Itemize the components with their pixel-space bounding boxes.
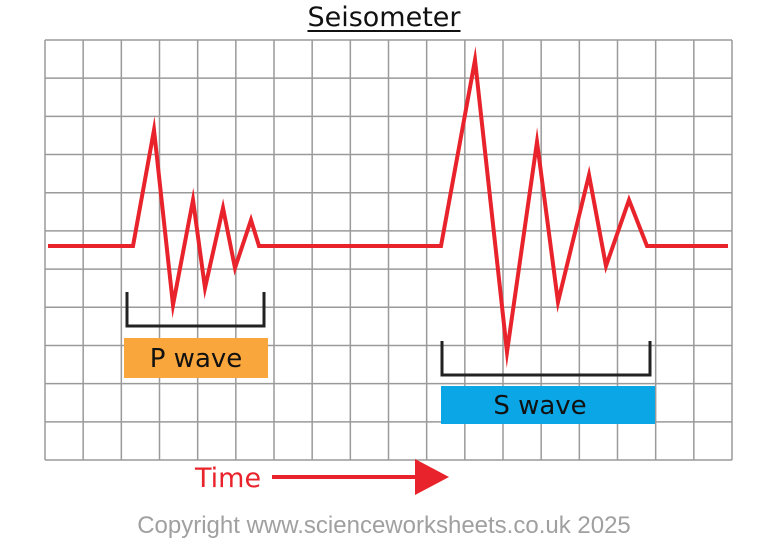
diagram-title: Seisometer bbox=[307, 2, 461, 33]
p-wave-bracket bbox=[125, 292, 266, 328]
s-wave-label: S wave bbox=[493, 391, 586, 421]
copyright-notice: Copyright www.scienceworksheets.co.uk 20… bbox=[137, 512, 631, 539]
time-label: Time bbox=[194, 463, 261, 494]
seismic-trace bbox=[48, 46, 728, 368]
time-arrow-head-icon bbox=[415, 459, 449, 495]
p-wave-label: P wave bbox=[150, 344, 243, 374]
grid bbox=[44, 39, 733, 461]
p-wave-label-box bbox=[124, 338, 268, 378]
s-wave-label-box bbox=[441, 386, 655, 424]
s-wave-bracket bbox=[440, 341, 652, 377]
